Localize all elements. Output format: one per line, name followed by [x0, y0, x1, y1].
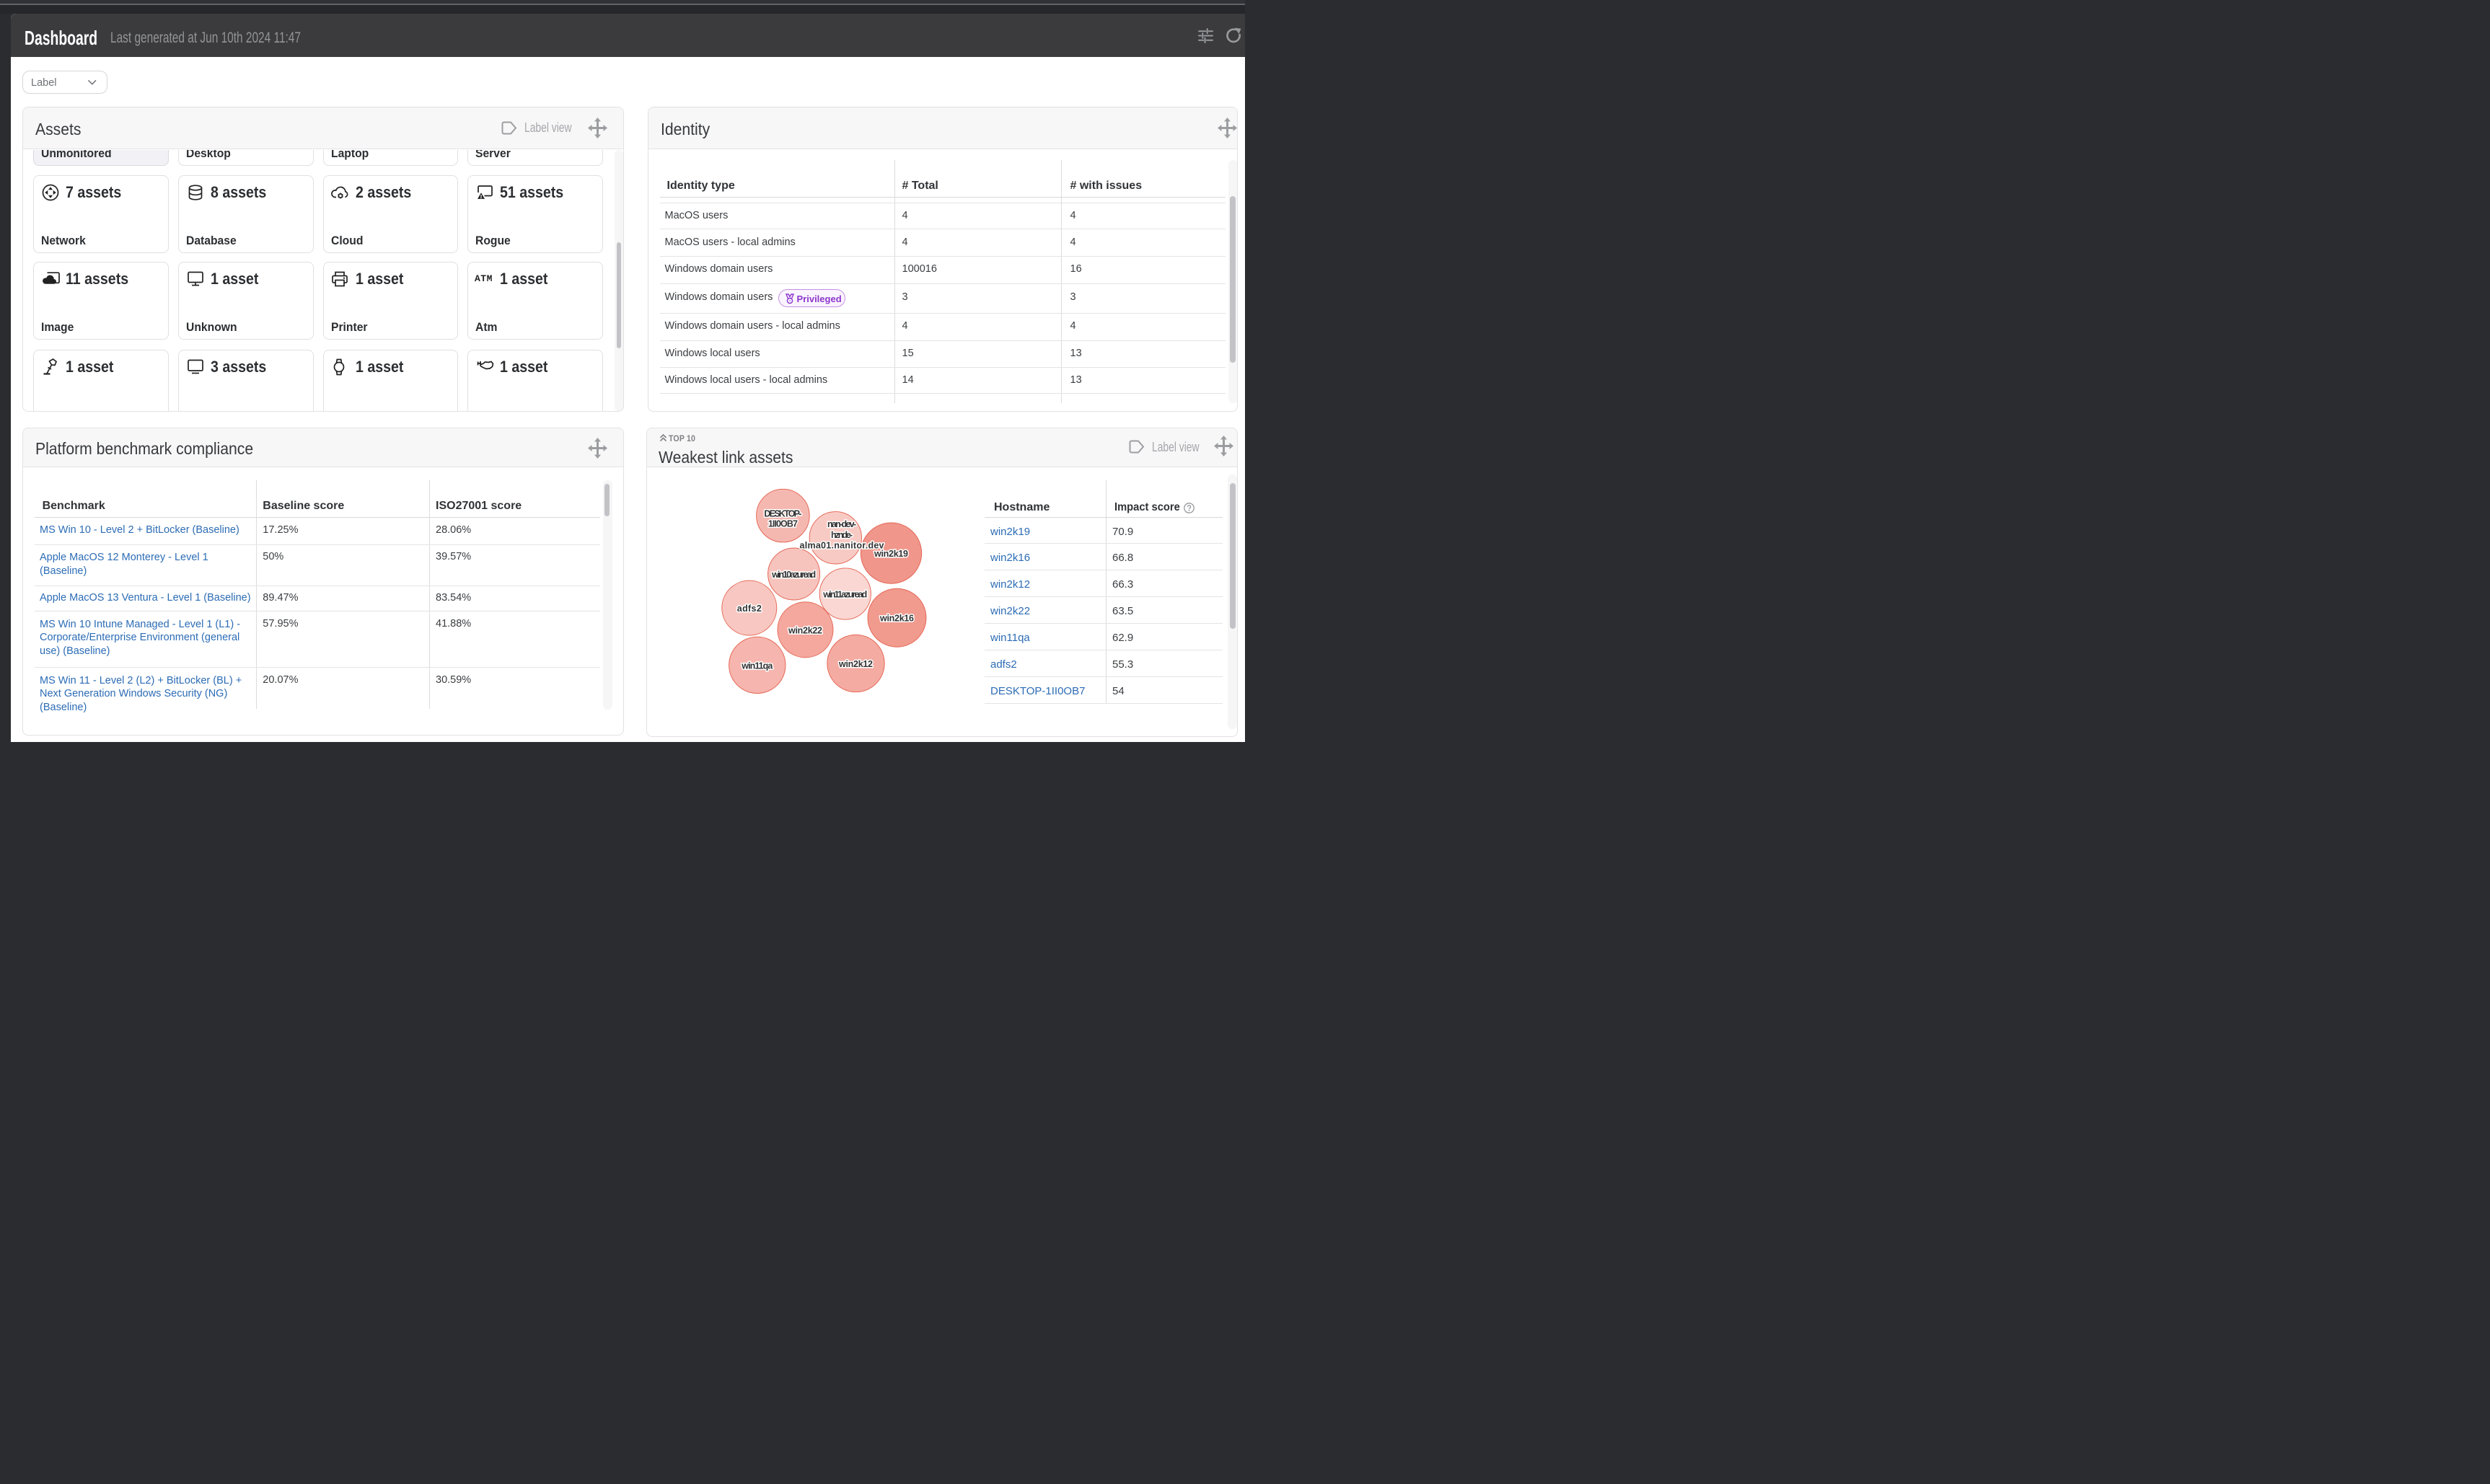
svg-text:win2k16: win2k16: [879, 614, 914, 624]
svg-text:win11qa: win11qa: [741, 661, 773, 671]
svg-text:nan-dev-: nan-dev-: [827, 519, 856, 529]
svg-text:hznde-: hznde-: [831, 530, 853, 540]
svg-text:win2k22: win2k22: [788, 625, 822, 635]
svg-text:alma01.nanitor.dev: alma01.nanitor.dev: [800, 541, 884, 551]
svg-text:1II0OB7: 1II0OB7: [768, 518, 798, 529]
svg-text:win2k12: win2k12: [838, 659, 873, 669]
svg-text:win10azuread: win10azuread: [771, 570, 816, 580]
svg-text:alma01.nanitor.dev: alma01.nanitor.dev: [800, 541, 884, 551]
svg-text:win11azuread: win11azuread: [822, 590, 867, 600]
svg-text:win2k22: win2k22: [788, 625, 822, 635]
svg-text:hznde-: hznde-: [831, 530, 853, 540]
svg-text:nan-dev-: nan-dev-: [827, 519, 856, 529]
svg-text:win2k19: win2k19: [874, 549, 908, 559]
svg-text:win2k12: win2k12: [838, 659, 873, 669]
svg-text:DESKTOP-: DESKTOP-: [764, 508, 801, 518]
svg-text:DESKTOP-: DESKTOP-: [764, 508, 801, 518]
svg-text:win10azuread: win10azuread: [771, 570, 816, 580]
svg-text:1II0OB7: 1II0OB7: [768, 518, 798, 529]
svg-text:win2k19: win2k19: [874, 549, 908, 559]
svg-text:win11qa: win11qa: [741, 661, 773, 671]
svg-text:adfs2: adfs2: [737, 604, 762, 614]
svg-text:adfs2: adfs2: [737, 604, 762, 614]
svg-text:win11azuread: win11azuread: [822, 590, 867, 600]
svg-text:win2k16: win2k16: [879, 614, 914, 624]
